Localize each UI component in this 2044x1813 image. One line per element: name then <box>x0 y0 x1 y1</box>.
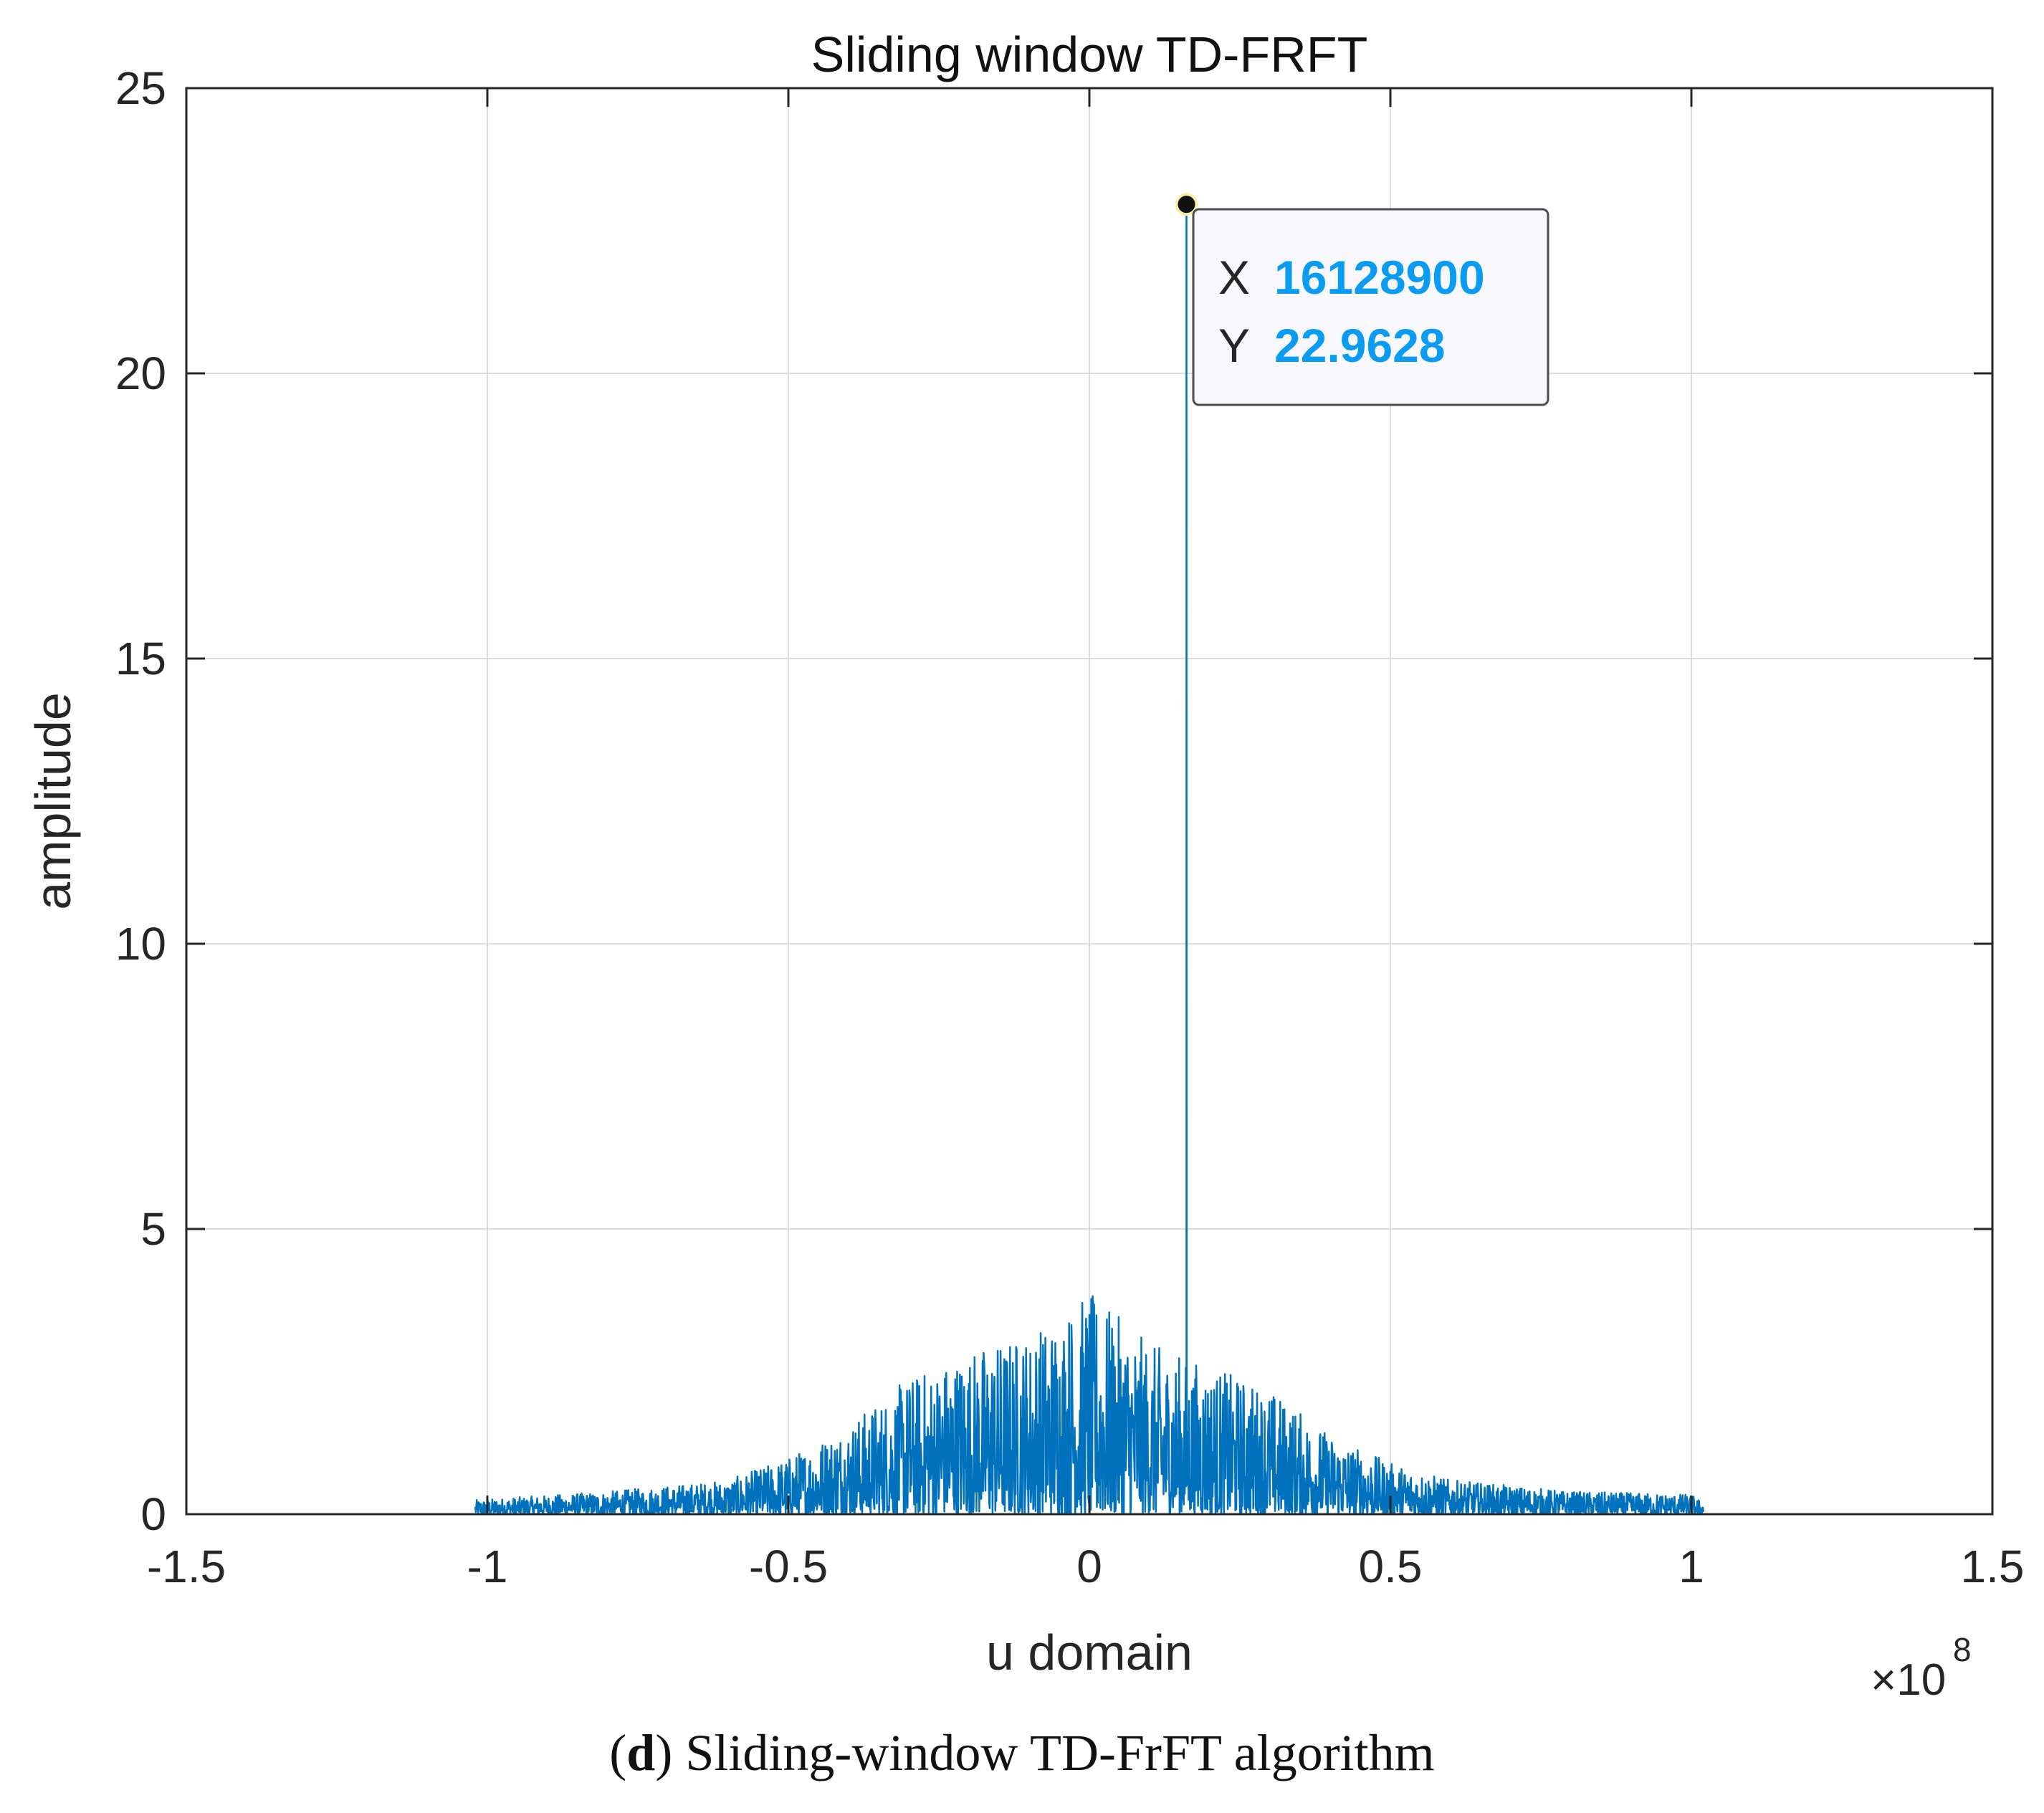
x-tick-label-5: 1 <box>1678 1541 1704 1592</box>
datatip-x-value: 16128900 <box>1274 251 1485 304</box>
x-tick-label-6: 1.5 <box>1961 1541 2025 1592</box>
y-axis-label: amplitude <box>25 692 81 910</box>
datatip[interactable]: X 16128900 Y 22.9628 <box>1192 208 1549 406</box>
datatip-x-label: X <box>1218 251 1250 304</box>
x-exponent-base: ×10 <box>1871 1655 1946 1705</box>
y-tick-label-0: 0 <box>140 1488 166 1540</box>
series-group <box>474 203 1705 1516</box>
y-tick-label-1: 5 <box>140 1203 166 1255</box>
x-exponent-power: 8 <box>1953 1631 1972 1668</box>
datatip-marker[interactable] <box>1175 193 1198 216</box>
figure-caption: (d) Sliding-window TD-FrFT algorithm <box>609 1724 1434 1781</box>
y-tick-label-5: 25 <box>115 62 166 114</box>
x-tick-label-1: -1 <box>467 1541 508 1592</box>
tick-marks <box>185 87 1994 1516</box>
y-tick-label-4: 20 <box>115 348 166 399</box>
caption-letter: d <box>626 1724 655 1781</box>
datatip-box <box>1192 208 1549 406</box>
y-tick-label-2: 10 <box>115 918 166 970</box>
y-tick-label-3: 15 <box>115 633 166 684</box>
x-tick-label-3: 0 <box>1076 1541 1102 1592</box>
x-tick-label-0: -1.5 <box>147 1541 226 1592</box>
x-tick-label-2: -0.5 <box>749 1541 828 1592</box>
tick-labels: -1.5 -1 -0.5 0 0.5 1 1.5 0 5 10 15 20 25 <box>115 62 2025 1592</box>
x-axis-label: u domain <box>986 1625 1193 1680</box>
chart-title: Sliding window TD-FRFT <box>811 27 1368 82</box>
x-tick-label-4: 0.5 <box>1359 1541 1423 1592</box>
series-line <box>474 203 1705 1516</box>
datatip-y-label: Y <box>1218 319 1250 372</box>
caption-text: Sliding-window TD-FrFT algorithm <box>685 1724 1434 1781</box>
datatip-y-value: 22.9628 <box>1274 319 1446 372</box>
